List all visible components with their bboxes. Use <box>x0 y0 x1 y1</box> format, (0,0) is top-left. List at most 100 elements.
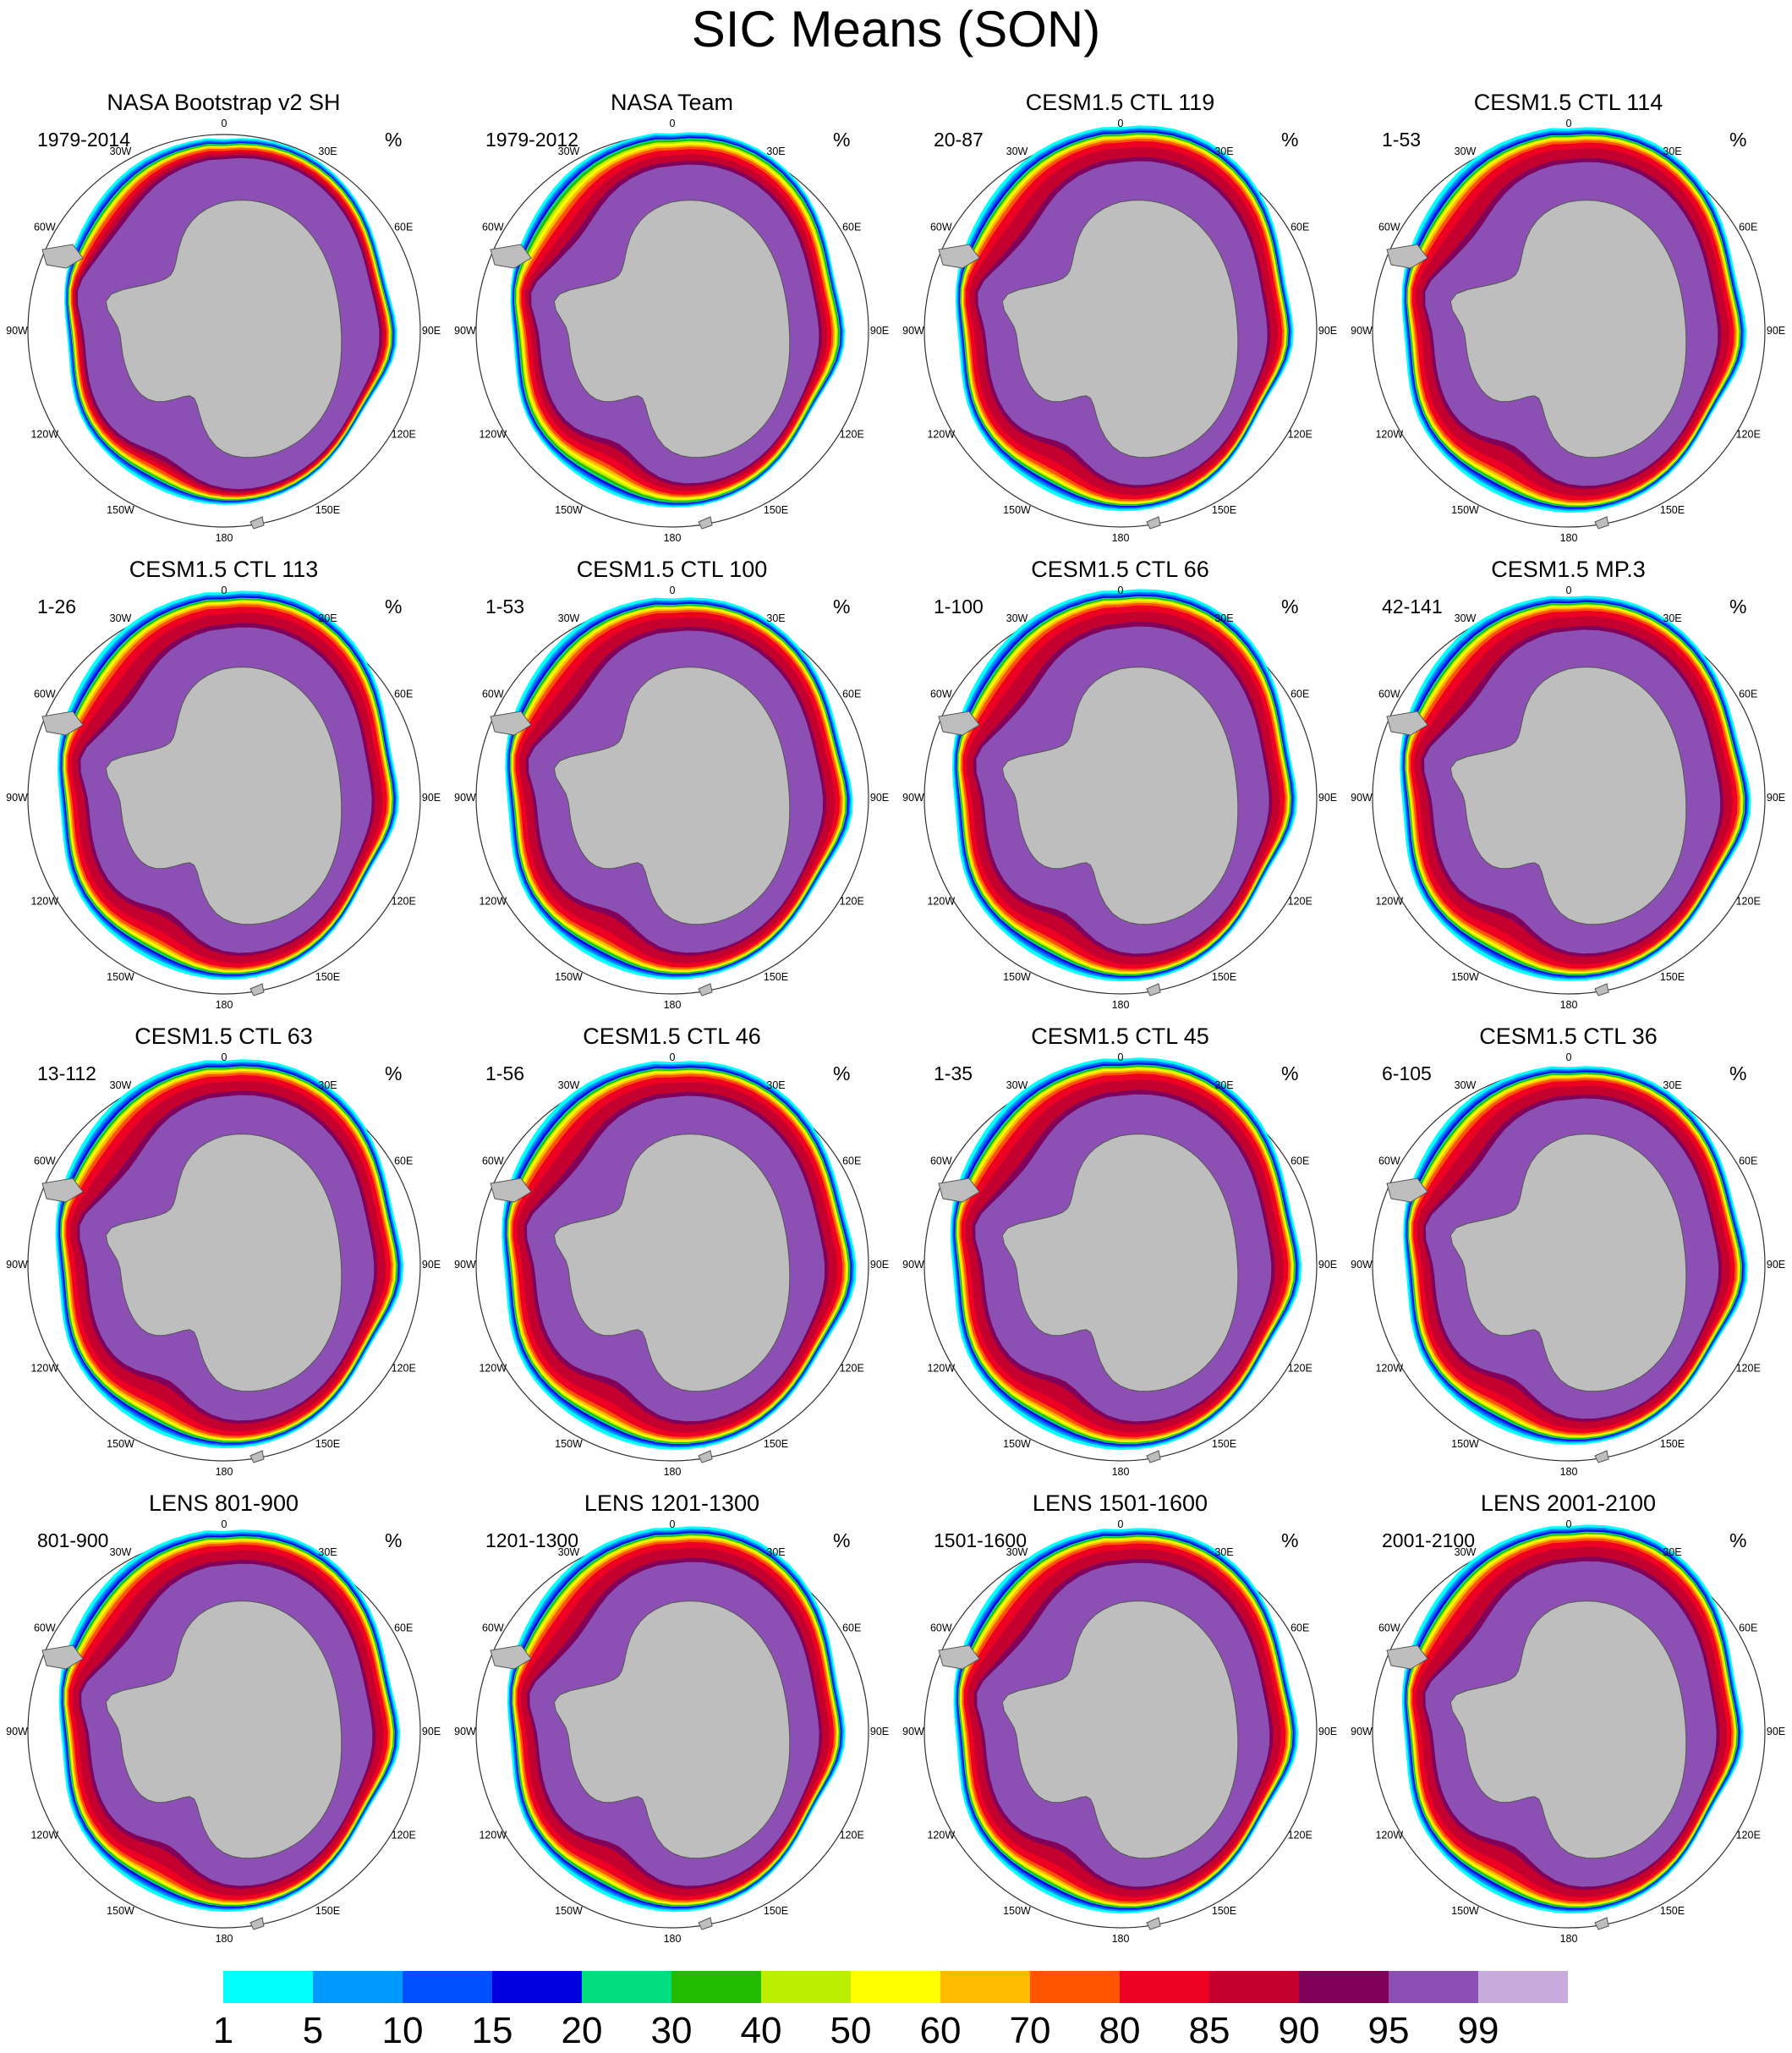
polar-map: 0 30E 60E 90E 120E 150E 180 150W 120W 90W 60W 30W <box>454 118 889 544</box>
panel-title: NASA Bootstrap v2 SH <box>107 90 341 115</box>
longitude-label: 150E <box>1212 1438 1236 1450</box>
colorbar-label: 30 <box>650 2010 693 2051</box>
longitude-label: 180 <box>1112 999 1130 1011</box>
longitude-label: 60W <box>34 689 56 700</box>
longitude-label: 180 <box>216 532 233 544</box>
antarctica-landmass <box>1001 667 1239 925</box>
south-america-landmass <box>41 711 84 736</box>
polar-map: 0 30E 60E 90E 120E 150E 180 150W 120W 90W 60W 30W <box>902 1051 1337 1478</box>
longitude-label: 30W <box>558 1079 580 1091</box>
polar-map: 0 30E 60E 90E 120E 150E 180 150W 120W 90W 60W 30W <box>6 585 441 1011</box>
longitude-label: 60E <box>842 1622 861 1634</box>
colorbar-swatch <box>1389 1971 1479 2003</box>
colorbar-label: 99 <box>1457 2010 1499 2051</box>
longitude-label: 30W <box>558 145 580 157</box>
polar-map: 0 30E 60E 90E 120E 150E 180 150W 120W 90W 60W 30W <box>6 1518 441 1945</box>
panel-unit: % <box>385 1529 403 1551</box>
panel-unit: % <box>833 1062 851 1084</box>
colorbar-label: 40 <box>740 2010 782 2051</box>
longitude-label: 30E <box>318 612 337 624</box>
longitude-label: 120E <box>840 1363 864 1375</box>
south-america-landmass <box>938 711 980 736</box>
colorbar-swatch <box>1209 1971 1300 2003</box>
south-america-landmass <box>41 1177 84 1203</box>
longitude-label: 0 <box>1118 1051 1124 1063</box>
panel-years: 1201-1300 <box>485 1529 578 1551</box>
south-america-landmass <box>490 711 532 736</box>
colorbar-swatch <box>313 1971 403 2003</box>
longitude-label: 120W <box>1375 1830 1403 1842</box>
longitude-label: 30W <box>1006 145 1028 157</box>
longitude-label: 150E <box>764 971 788 983</box>
new-zealand-landmass <box>698 1450 713 1463</box>
longitude-label: 90E <box>1318 792 1337 804</box>
longitude-label: 60W <box>34 1622 56 1634</box>
colorbar-label: 5 <box>302 2010 324 2051</box>
new-zealand-landmass <box>1146 983 1161 996</box>
longitude-label: 120W <box>30 1830 58 1842</box>
antarctica-landmass <box>1449 1134 1687 1392</box>
panel-years: 1-26 <box>37 596 77 618</box>
panel-unit: % <box>385 596 403 618</box>
longitude-label: 180 <box>1560 999 1578 1011</box>
longitude-label: 150W <box>1003 1438 1031 1450</box>
panel-title: CESM1.5 CTL 100 <box>576 557 768 582</box>
longitude-label: 30E <box>1663 1079 1681 1091</box>
colorbar-swatch <box>761 1971 852 2003</box>
longitude-label: 180 <box>664 532 682 544</box>
panel-years: 1979-2012 <box>485 129 578 151</box>
antarctica-landmass <box>1001 200 1239 458</box>
longitude-label: 30W <box>558 1546 580 1558</box>
longitude-label: 90W <box>902 325 924 337</box>
longitude-label: 90E <box>870 792 889 804</box>
longitude-label: 150E <box>1212 971 1236 983</box>
longitude-label: 60W <box>482 689 504 700</box>
panel-years: 1-35 <box>934 1062 973 1084</box>
new-zealand-landmass <box>249 1450 265 1463</box>
map-panel: LENS 2001-2100 2001-2100% 0 30E 60E 90E 120E 15… <box>1345 1490 1792 1957</box>
new-zealand-landmass <box>1146 1450 1161 1463</box>
longitude-label: 30E <box>766 145 785 157</box>
antarctica-landmass <box>1449 200 1687 458</box>
south-america-landmass <box>938 1177 980 1203</box>
antarctica-landmass <box>553 1600 791 1859</box>
longitude-label: 90W <box>454 1726 476 1737</box>
map-panel: CESM1.5 MP.3 42-141% 0 30E 60E 90E 120E 150E 180… <box>1345 556 1792 1023</box>
panel-years: 1-53 <box>485 596 525 618</box>
new-zealand-landmass <box>249 1917 265 1930</box>
longitude-label: 120E <box>392 1830 416 1842</box>
map-panel: NASA Team 1979-2012% 0 30E 60E 90E 120E 150E 180… <box>448 89 896 556</box>
longitude-label: 30W <box>110 612 132 624</box>
longitude-label: 120E <box>392 896 416 908</box>
new-zealand-landmass <box>1594 983 1609 996</box>
longitude-label: 30W <box>110 1546 132 1558</box>
colorbar-swatch <box>403 1971 493 2003</box>
longitude-label: 150W <box>1451 1438 1479 1450</box>
map-panel: LENS 1501-1600 1501-1600% 0 30E 60E 90E 120E 15… <box>896 1490 1344 1957</box>
longitude-label: 120W <box>1375 429 1403 441</box>
panel-years: 6-105 <box>1382 1062 1432 1084</box>
map-panel: CESM1.5 CTL 66 1-100% 0 30E 60E 90E 120E 150E 18… <box>896 556 1344 1023</box>
longitude-label: 30E <box>1214 1546 1233 1558</box>
antarctica-landmass <box>1001 1134 1239 1392</box>
longitude-label: 90E <box>1767 325 1785 337</box>
polar-map: 0 30E 60E 90E 120E 150E 180 150W 120W 90W 60W 30W <box>6 118 441 544</box>
longitude-label: 0 <box>670 1051 676 1063</box>
longitude-label: 120W <box>479 1830 507 1842</box>
longitude-label: 120W <box>479 429 507 441</box>
longitude-label: 90W <box>902 792 924 804</box>
panel-title: CESM1.5 CTL 113 <box>129 557 319 582</box>
longitude-label: 30W <box>1455 1079 1477 1091</box>
longitude-label: 120E <box>1288 1363 1312 1375</box>
map-panel: CESM1.5 CTL 45 1-35% 0 30E 60E 90E 120E 150E 180… <box>896 1023 1344 1490</box>
panel-title: CESM1.5 CTL 63 <box>134 1024 313 1049</box>
longitude-label: 180 <box>664 1466 682 1478</box>
south-america-landmass <box>41 1644 84 1670</box>
longitude-label: 150E <box>1660 1438 1685 1450</box>
panel-years: 1979-2014 <box>37 129 130 151</box>
map-panel: NASA Bootstrap v2 SH 1979-2014% 0 30E 60E 90E… <box>0 89 447 556</box>
panel-years: 801-900 <box>37 1529 109 1551</box>
colorbar-swatch <box>940 1971 1031 2003</box>
longitude-label: 60E <box>394 222 413 233</box>
longitude-label: 120W <box>927 896 955 908</box>
